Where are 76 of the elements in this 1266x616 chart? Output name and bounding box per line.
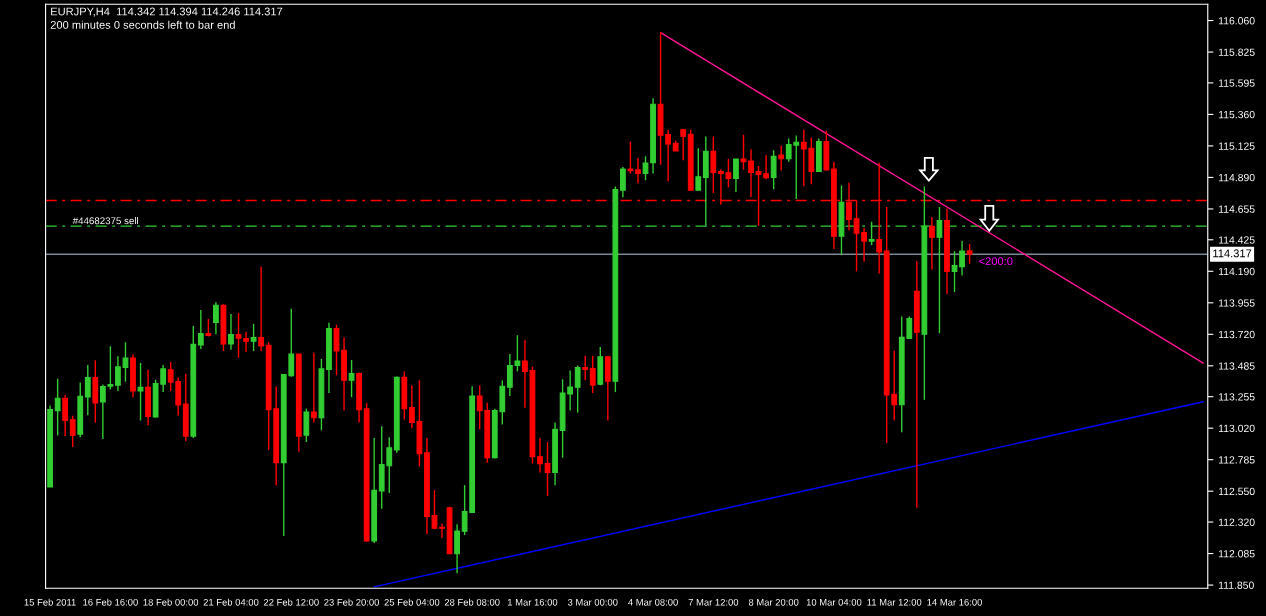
candlestick [574,364,581,414]
y-tick-label: 113.955 [1218,299,1255,307]
y-tick-label: 116.060 [1218,17,1255,25]
candlestick [439,522,445,539]
candlestick [936,206,943,334]
text: 200 minutes 0 seconds left to bar end [50,20,235,29]
candlestick [770,149,777,190]
y-tick-label: 115.125 [1218,142,1255,150]
candlestick [537,437,543,474]
candlestick [582,355,589,381]
x-tick-label: 11 Mar 12:00 [867,598,922,606]
candlestick [695,147,702,191]
y-tick-label: 114.890 [1218,173,1255,182]
x-tick-label: 14 Mar 16:00 [927,598,982,606]
x-tick-label: 23 Feb 20:00 [324,598,380,606]
candlestick [710,135,717,194]
ref-line-label: 114.317 [1213,249,1252,258]
candlestick [635,157,641,185]
candlestick [69,415,76,448]
chart-title: EURJPY,H4 114.342 114.394 114.246 114.317 [51,7,283,17]
y-tick-label: 112.085 [1218,550,1255,558]
x-tick-label: 25 Feb 04:00 [384,598,440,606]
y-tick-label: 114.425 [1218,236,1255,244]
candlestick [197,309,204,350]
y-tick-label: 112.785 [1218,456,1255,464]
candlestick [303,408,310,443]
candlestick [213,301,219,335]
candlestick [740,133,747,171]
candlestick [250,323,257,352]
candlestick [84,364,91,416]
x-tick-label: 1 Mar 16:00 [507,598,558,606]
candlestick [454,523,460,574]
candlestick [310,352,317,424]
candlestick [544,441,551,497]
x-tick-label: 15 Feb 2011 [24,598,76,606]
candlestick [589,355,596,394]
ref-line-label: #44682375 sell [72,217,139,225]
x-tick-label: 7 Mar 12:00 [688,598,739,606]
candlestick [54,378,61,437]
x-tick-label: 28 Feb 08:00 [444,598,500,606]
y-tick-label: 113.485 [1218,362,1255,370]
y-tick-label: 115.360 [1218,110,1255,119]
y-tick-label: 115.825 [1218,48,1255,56]
x-tick-label: 8 Mar 20:00 [748,598,799,606]
x-tick-label: 21 Feb 04:00 [203,598,259,606]
x-tick-label: 10 Mar 04:00 [806,598,862,606]
candlestick [348,359,355,398]
y-tick-label: 112.550 [1218,487,1255,496]
x-tick-label: 3 Mar 00:00 [567,598,618,606]
x-tick-label: 16 Feb 16:00 [83,598,138,606]
candlestick [966,243,973,265]
y-tick-label: 114.655 [1218,205,1255,213]
y-tick-label: 112.320 [1218,518,1255,526]
candlestick [258,266,265,352]
y-tick-label: 114.190 [1218,267,1255,276]
y-tick-label: 113.020 [1218,424,1255,433]
x-tick-label: 4 Mar 08:00 [628,598,678,606]
candlestick [929,216,935,271]
candlestick [680,128,687,161]
annotation: <200:0 [979,257,1013,266]
candlestick [627,140,634,175]
y-tick-label: 111.850 [1218,581,1254,589]
candlestick [137,362,144,422]
candlestick [620,166,626,198]
candlestick [733,158,739,193]
candlestick [228,313,234,351]
candlestick [778,144,785,172]
candlestick [333,324,340,377]
candlestick [642,155,649,182]
x-tick-label: 22 Feb 12:00 [263,598,319,606]
candlestick [62,394,69,437]
x-tick-label: 18 Feb 00:00 [143,598,199,606]
candlestick [748,148,754,198]
y-tick-label: 115.595 [1218,79,1255,87]
y-tick-label: 113.255 [1218,393,1255,401]
y-tick-label: 113.720 [1218,330,1255,339]
